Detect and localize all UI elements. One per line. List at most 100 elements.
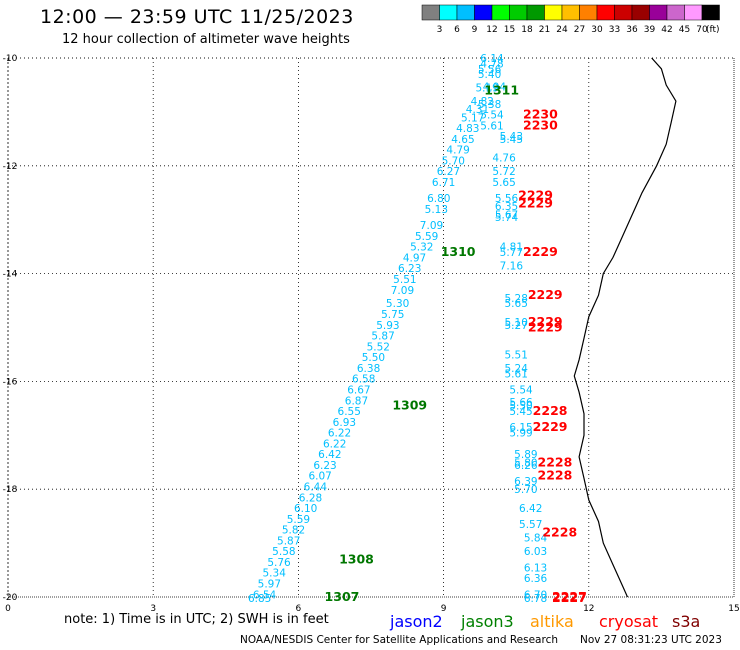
- wave-height-label: 7.09: [391, 285, 414, 297]
- wave-height-label: 5.65: [492, 177, 515, 189]
- colorbar-swatch: [596, 4, 615, 21]
- colorbar-swatch: [701, 4, 720, 21]
- colorbar-label: 30: [591, 25, 603, 35]
- y-tick-label: -12: [3, 162, 18, 172]
- colorbar-label: 36: [626, 25, 638, 35]
- pass-number-label: 2229: [518, 187, 553, 202]
- footer-note: note: 1) Time is in UTC; 2) SWH is in fe…: [64, 612, 329, 627]
- wave-height-label: 5.87: [371, 331, 394, 343]
- pass-number-label: 1308: [339, 551, 374, 566]
- wave-height-label: 5.54: [480, 110, 504, 122]
- pass-number-label: 2229: [528, 314, 563, 329]
- wave-height-label: 4.83: [456, 123, 479, 135]
- colorbar-label: 42: [661, 25, 672, 35]
- wave-height-label: 5.51: [505, 349, 528, 361]
- colorbar-swatch: [561, 4, 580, 21]
- wave-height-label: 5.87: [277, 535, 300, 547]
- wave-height-label: 5.32: [410, 242, 433, 254]
- wave-height-label: 6.39: [514, 476, 537, 488]
- y-tick-label: -14: [3, 270, 18, 280]
- wave-height-label: 5.93: [376, 320, 399, 332]
- x-tick-label: 3: [150, 604, 156, 614]
- pass-number-label: 1310: [441, 244, 476, 259]
- pass-number-label: 2228: [542, 524, 577, 539]
- wave-height-label: 5.61: [480, 120, 503, 132]
- pass-number-label: 2228: [533, 403, 568, 418]
- wave-height-label: 5.38: [478, 99, 501, 111]
- wave-height-label: 7.16: [500, 261, 524, 273]
- wave-height-label: 6.15: [509, 422, 532, 434]
- wave-height-label: 6.67: [347, 384, 370, 396]
- wave-height-label: 6.85: [248, 593, 271, 605]
- wave-height-label: 5.67: [495, 209, 518, 221]
- y-tick-label: -16: [3, 377, 18, 387]
- colorbar-swatch: [544, 4, 563, 21]
- pass-number-label: 2229: [523, 244, 558, 259]
- colorbar-label: 18: [521, 25, 533, 35]
- wave-height-label: 6.23: [398, 263, 421, 275]
- wave-height-label: 5.66: [509, 397, 533, 409]
- wave-height-label: 5.50: [362, 352, 385, 364]
- pass-number-label: 1309: [392, 398, 427, 413]
- colorbar: 3 6 9 12 15 18 21 24 27 30 33 36 39 42 45 70(ft): [421, 4, 720, 35]
- wave-height-label: 4.79: [446, 145, 469, 157]
- wave-height-label: 4.65: [451, 134, 474, 146]
- colorbar-swatch: [666, 4, 685, 21]
- wave-height-label: 4.78: [480, 58, 503, 70]
- wave-height-label: 6.07: [308, 471, 331, 483]
- colorbar-label: 15: [504, 25, 515, 35]
- wave-height-label: 4.81: [500, 242, 523, 254]
- wave-height-label: 5.56: [495, 193, 519, 205]
- wave-height-label: 5.19: [475, 83, 498, 95]
- wave-height-label: 6.42: [519, 503, 542, 515]
- colorbar-swatch: [684, 4, 703, 21]
- colorbar-swatch: [474, 4, 493, 21]
- y-tick-label: -18: [3, 485, 18, 495]
- wave-height-label: 5.52: [367, 341, 390, 353]
- pass-number-label: 2229: [518, 196, 553, 211]
- pass-number-label: 2229: [528, 320, 563, 335]
- legend-s3a: s3a: [672, 612, 701, 631]
- wave-height-label: 5.45: [509, 406, 532, 418]
- colorbar-label: 33: [609, 25, 620, 35]
- wave-height-label: 6.14: [480, 53, 504, 65]
- colorbar-swatch: [491, 4, 510, 21]
- colorbar-label: 21: [539, 25, 550, 35]
- pass-number-label: 2229: [528, 287, 563, 302]
- wave-height-label: 5.13: [425, 204, 448, 216]
- colorbar-swatch: [614, 4, 633, 21]
- wave-height-label: 6.03: [524, 546, 547, 558]
- wave-height-label: 6.38: [357, 363, 380, 375]
- map-grid: [7, 57, 735, 598]
- colorbar-swatch: [456, 4, 475, 21]
- colorbar-swatch: [421, 4, 440, 21]
- colorbar-label: 39: [644, 25, 656, 35]
- colorbar-swatch: [509, 4, 528, 21]
- wave-height-label: 6.71: [432, 177, 455, 189]
- page-title: 12:00 — 23:59 UTC 11/25/2023: [40, 6, 354, 28]
- wave-height-label: 5.40: [478, 69, 501, 81]
- wave-height-label: 6.93: [333, 417, 356, 429]
- wave-height-label: 6.78: [524, 593, 547, 605]
- wave-height-label: 5.51: [393, 274, 416, 286]
- wave-height-label: 5.43: [500, 131, 523, 143]
- pass-number-label: 2229: [533, 419, 568, 434]
- pass-number-label: 2230: [523, 107, 558, 122]
- wave-height-label: 5.75: [381, 309, 404, 321]
- wave-height-label: 6.36: [524, 573, 548, 585]
- pass-number-label: 1311: [484, 82, 519, 97]
- x-tick-label: 15: [728, 604, 739, 614]
- wave-height-label: 6.26: [514, 460, 538, 472]
- wave-height-label: 5.50: [509, 401, 532, 413]
- colorbar-swatch: [439, 4, 458, 21]
- wave-height-label: 6.70: [524, 589, 547, 601]
- wave-height-label: 5.99: [509, 428, 532, 440]
- colorbar-label: 24: [556, 25, 568, 35]
- wave-height-label: 6.42: [318, 449, 341, 461]
- colorbar-label: 9: [472, 25, 478, 35]
- x-tick-label: 9: [441, 604, 447, 614]
- wave-height-label: 5.97: [258, 579, 281, 591]
- wave-height-label: 5.34: [263, 568, 287, 580]
- wave-height-label: 5.56: [478, 64, 502, 76]
